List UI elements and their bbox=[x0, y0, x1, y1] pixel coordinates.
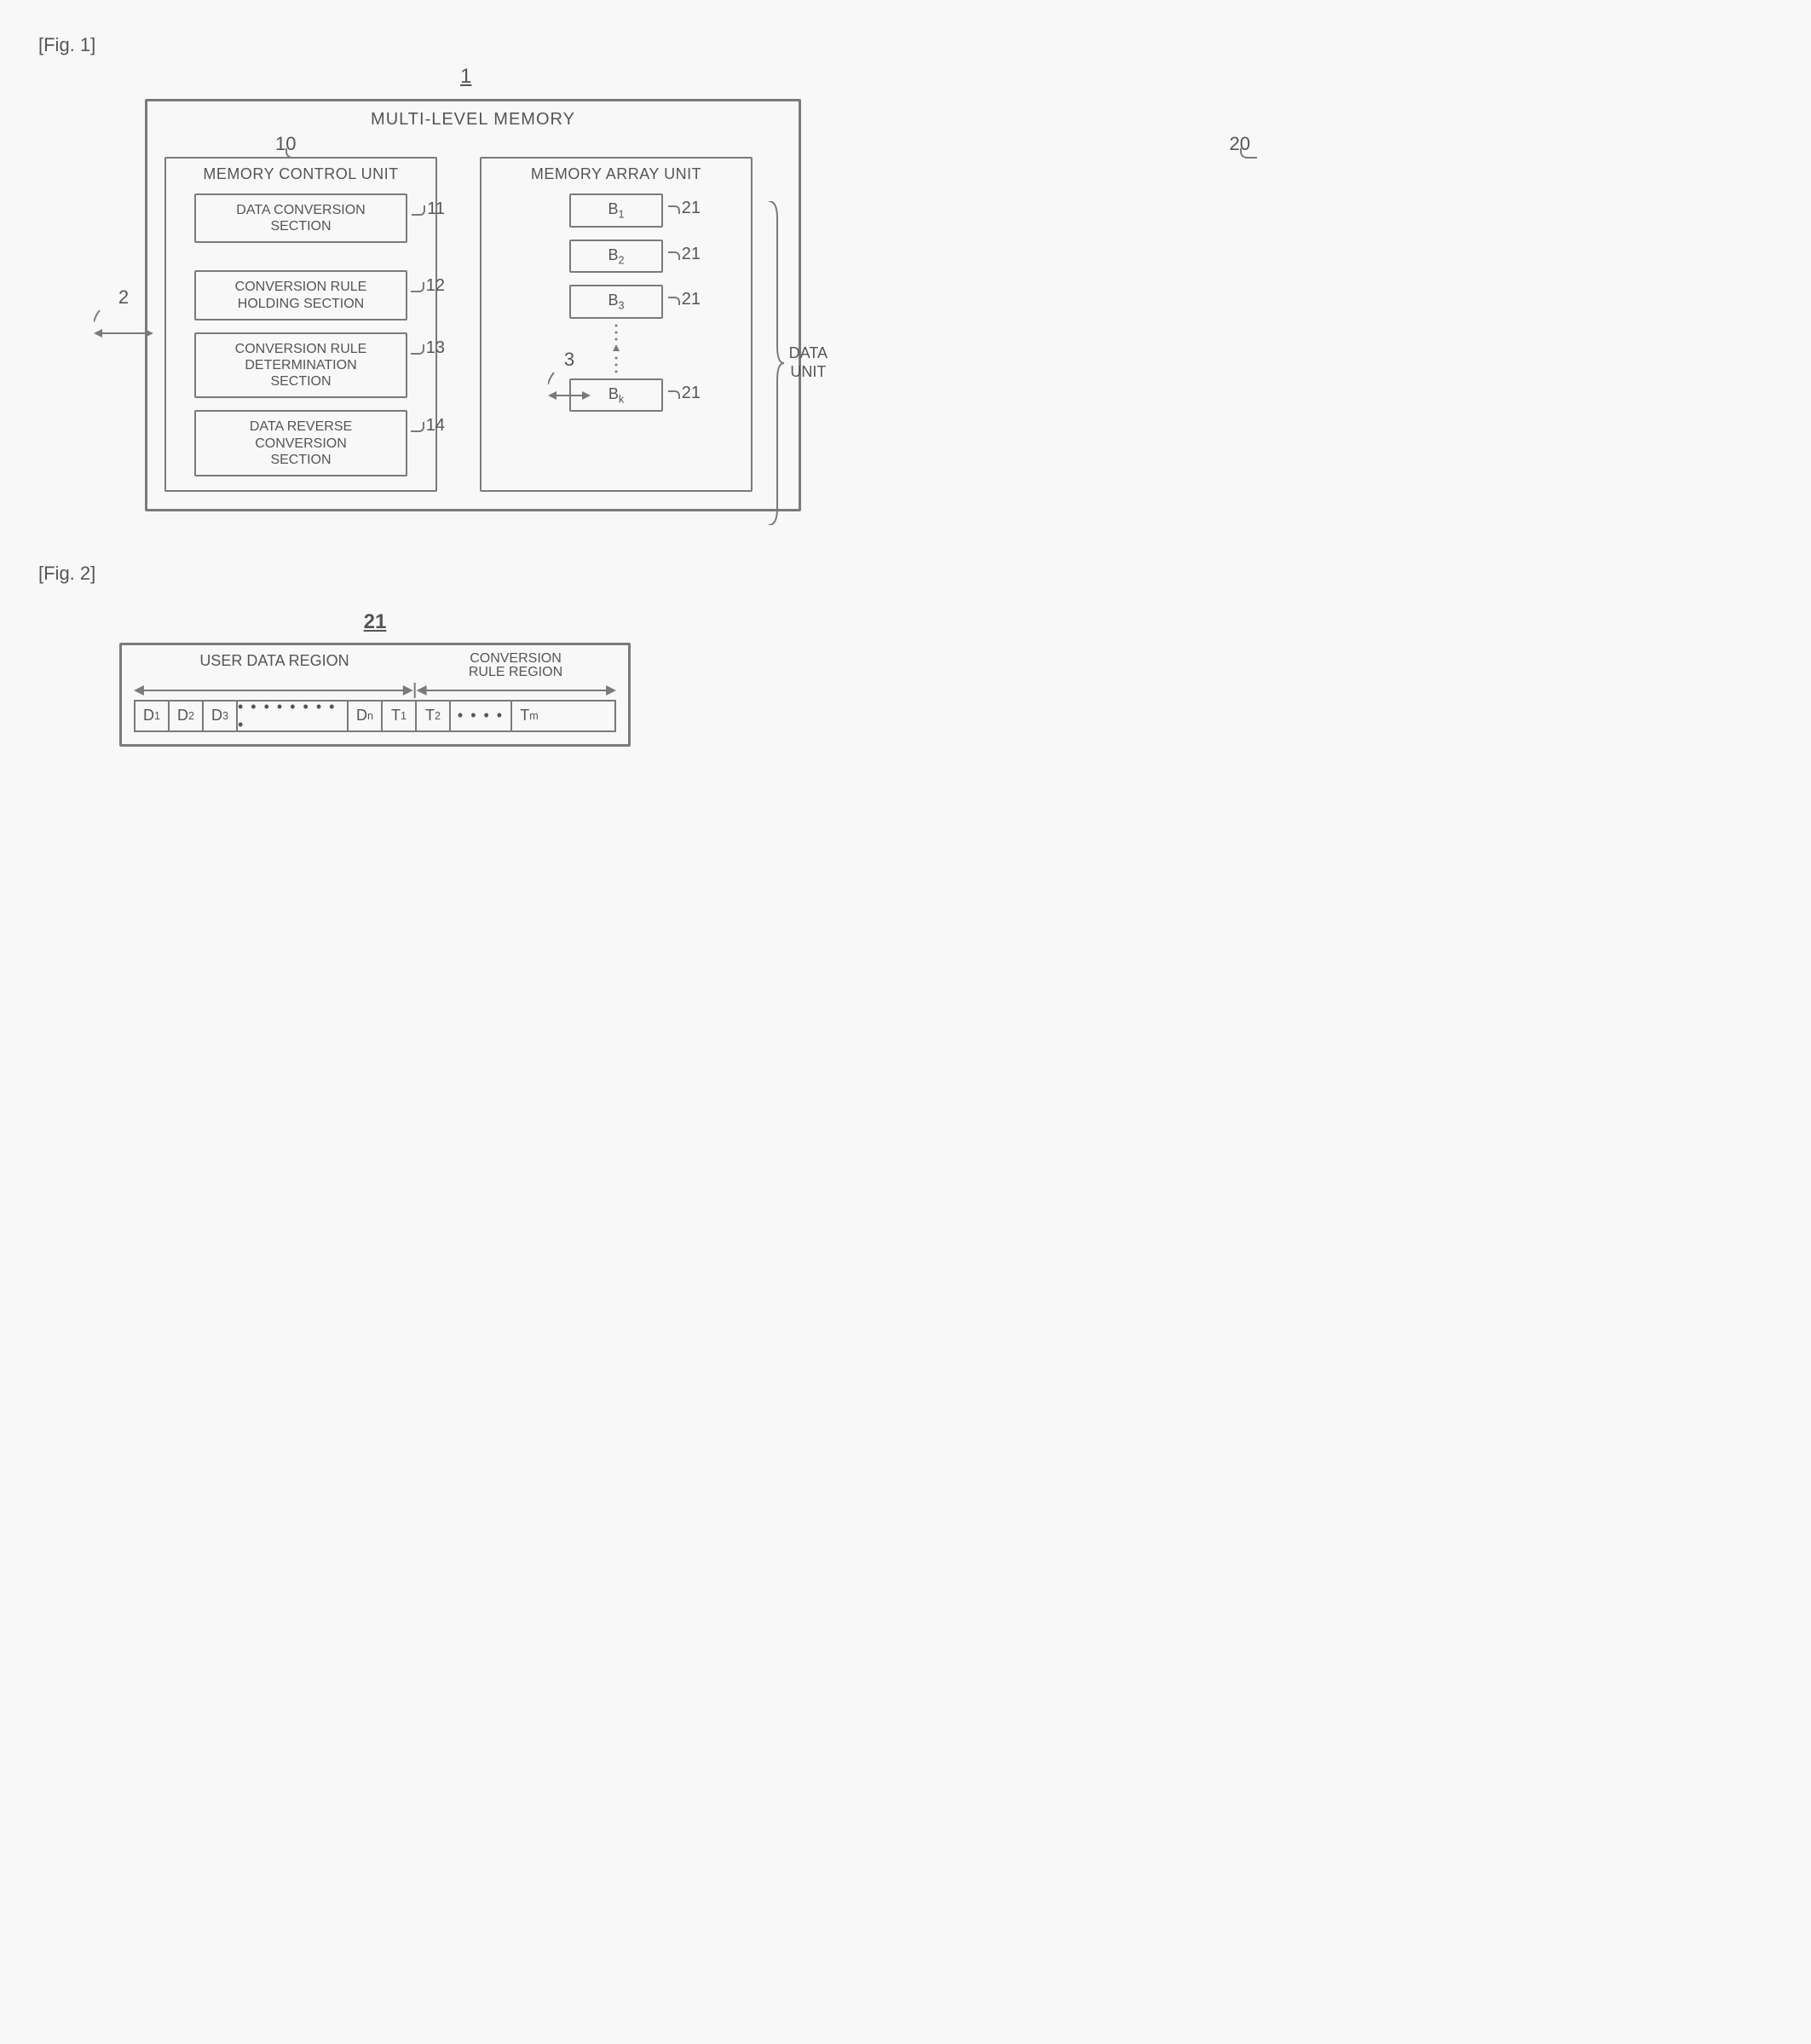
fig1-label: [Fig. 1] bbox=[38, 34, 929, 56]
ref-1: 1 bbox=[460, 65, 471, 89]
cell-t2: T2 bbox=[417, 702, 451, 730]
fig1-container: 1 2 MULTI-LEVEL MEMORY 10 20 3 bbox=[34, 73, 929, 511]
ref-21c: 21 bbox=[682, 290, 701, 309]
range-arrows bbox=[134, 681, 616, 700]
outer-title: MULTI-LEVEL MEMORY bbox=[164, 110, 781, 130]
cell-tm: Tm bbox=[512, 702, 546, 730]
cell-dn: Dn bbox=[349, 702, 383, 730]
multi-level-memory-box: MULTI-LEVEL MEMORY 10 20 3 MEMORY CONTRO… bbox=[145, 99, 801, 511]
ref-21d: 21 bbox=[682, 384, 701, 403]
data-unit-label: DATA UNIT bbox=[789, 344, 828, 381]
right-col-title: MEMORY ARRAY UNIT bbox=[490, 165, 742, 183]
ref-10: 10 bbox=[275, 133, 296, 153]
ref-14: 14 bbox=[426, 415, 445, 436]
ref-11: 11 bbox=[427, 199, 445, 219]
section-12: CONVERSION RULE HOLDING SECTION 12 bbox=[194, 270, 407, 320]
cell-d1: D1 bbox=[136, 702, 170, 730]
vertical-dots bbox=[490, 319, 742, 378]
block-b2: B2 21 bbox=[569, 240, 663, 274]
ref-20: 20 bbox=[1230, 133, 1250, 153]
ref-12: 12 bbox=[426, 275, 445, 296]
cell-row: D1 D2 D3 • • • • • • • • • Dn T1 T2 • • … bbox=[134, 700, 616, 732]
cell-d3: D3 bbox=[204, 702, 238, 730]
section-13: CONVERSION RULE DETERMINATION SECTION 13 bbox=[194, 332, 407, 399]
block-b3: B3 21 bbox=[569, 285, 663, 319]
ref-21-top: 21 bbox=[119, 610, 631, 634]
left-col-title: MEMORY CONTROL UNIT bbox=[175, 165, 427, 183]
block-b1: B1 21 bbox=[569, 193, 663, 228]
ref-21a: 21 bbox=[682, 199, 701, 218]
block-layout-box: USER DATA REGION CONVERSION RULE REGION bbox=[119, 643, 631, 747]
ref-21b: 21 bbox=[682, 245, 701, 264]
fig2-container: 21 USER DATA REGION CONVERSION RULE REGI… bbox=[34, 602, 929, 747]
conv-region-label: CONVERSION RULE REGION bbox=[415, 652, 616, 679]
block-bk: Bk 21 bbox=[569, 378, 663, 413]
cell-t1: T1 bbox=[383, 702, 417, 730]
brace-data-unit: DATA UNIT bbox=[767, 201, 828, 525]
section-11: DATA CONVERSION SECTION 11 bbox=[194, 193, 407, 243]
cell-d-dots: • • • • • • • • • bbox=[238, 702, 349, 730]
section-14: DATA REVERSE CONVERSION SECTION 14 bbox=[194, 410, 407, 476]
memory-array-unit: MEMORY ARRAY UNIT B1 21 B2 21 B3 21 bbox=[480, 157, 753, 492]
cell-d2: D2 bbox=[170, 702, 204, 730]
cell-t-dots: • • • • bbox=[451, 702, 512, 730]
fig2-label: [Fig. 2] bbox=[38, 563, 929, 585]
memory-control-unit: MEMORY CONTROL UNIT DATA CONVERSION SECT… bbox=[164, 157, 437, 492]
user-region-label: USER DATA REGION bbox=[134, 652, 415, 679]
ref-13: 13 bbox=[426, 338, 445, 358]
